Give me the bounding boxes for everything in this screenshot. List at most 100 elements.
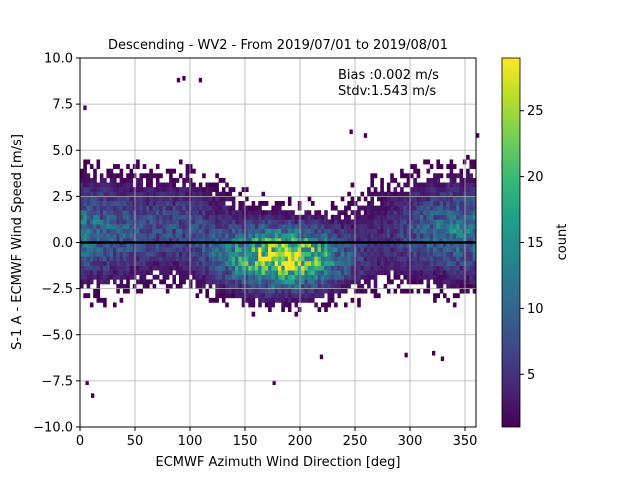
heatmap-cell xyxy=(215,247,219,253)
heatmap-cell xyxy=(327,256,332,262)
heatmap-cell xyxy=(116,256,120,262)
heatmap-cell xyxy=(406,224,411,229)
heatmap-cell xyxy=(452,224,457,229)
heatmap-cell xyxy=(251,214,256,220)
heatmap-cell xyxy=(452,242,457,248)
heatmap-cell xyxy=(182,191,186,197)
heatmap-cell xyxy=(162,219,167,225)
heatmap-cell xyxy=(274,214,279,220)
heatmap-cell xyxy=(410,233,414,239)
heatmap-cell xyxy=(274,293,279,299)
heatmap-cell xyxy=(225,293,229,299)
heatmap-cell xyxy=(472,205,477,211)
heatmap-cell xyxy=(149,242,153,248)
heatmap-cell xyxy=(456,224,460,229)
heatmap-cell xyxy=(231,210,236,216)
heatmap-cell xyxy=(317,260,322,266)
heatmap-cell xyxy=(228,187,233,193)
heatmap-cell xyxy=(106,200,110,206)
heatmap-cell xyxy=(426,182,431,188)
heatmap-cell xyxy=(393,214,398,220)
heatmap-cell xyxy=(380,196,384,202)
y-tick-label: −7.5 xyxy=(41,374,73,389)
heatmap-cell xyxy=(261,297,266,303)
heatmap-cell xyxy=(311,242,315,248)
heatmap-cell xyxy=(258,270,262,276)
heatmap-cell xyxy=(287,302,292,308)
heatmap-cell xyxy=(452,200,457,206)
heatmap-cell xyxy=(212,200,216,206)
heatmap-cell xyxy=(251,228,256,234)
heatmap-cell xyxy=(149,219,153,225)
heatmap-cell xyxy=(320,228,325,234)
heatmap-cell xyxy=(238,228,242,234)
heatmap-cell xyxy=(86,270,91,276)
heatmap-cell xyxy=(278,219,282,225)
heatmap-cell xyxy=(307,214,312,220)
heatmap-cell xyxy=(436,228,440,234)
heatmap-cell xyxy=(99,242,104,248)
heatmap-cell xyxy=(449,164,454,169)
heatmap-cell xyxy=(136,182,140,188)
heatmap-cell xyxy=(383,228,388,234)
heatmap-cell xyxy=(419,237,424,243)
heatmap-cell xyxy=(281,284,285,289)
heatmap-cell xyxy=(245,187,249,193)
heatmap-cell xyxy=(410,187,414,193)
heatmap-cell xyxy=(258,205,262,211)
heatmap-cell xyxy=(367,265,371,271)
heatmap-cell xyxy=(182,214,186,220)
heatmap-cell xyxy=(287,242,292,248)
heatmap-cell xyxy=(129,168,134,174)
heatmap-cell xyxy=(188,164,193,169)
heatmap-cell xyxy=(126,242,130,248)
heatmap-cell xyxy=(86,265,91,271)
heatmap-cell xyxy=(122,237,127,243)
heatmap-cell xyxy=(436,242,440,248)
heatmap-cell xyxy=(212,242,216,248)
heatmap-cell xyxy=(301,251,305,257)
heatmap-cell xyxy=(469,177,473,183)
heatmap-cell xyxy=(99,200,104,206)
heatmap-cell xyxy=(149,265,153,271)
heatmap-cell xyxy=(416,265,421,271)
heatmap-cell xyxy=(429,196,434,202)
heatmap-cell xyxy=(363,196,368,202)
heatmap-cell xyxy=(238,293,242,299)
heatmap-cell xyxy=(149,214,153,220)
heatmap-cell xyxy=(93,242,97,248)
heatmap-cell xyxy=(472,274,477,280)
heatmap-cell xyxy=(198,237,203,243)
heatmap-cell xyxy=(271,242,275,248)
heatmap-cell xyxy=(452,233,457,239)
heatmap-cell xyxy=(436,265,440,271)
heatmap-cell xyxy=(122,242,127,248)
heatmap-cell xyxy=(291,228,295,234)
heatmap-cell xyxy=(383,224,388,229)
heatmap-cell xyxy=(433,191,437,197)
heatmap-cell xyxy=(241,233,246,239)
heatmap-cell xyxy=(264,279,269,285)
heatmap-cell xyxy=(83,168,87,174)
heatmap-cell xyxy=(423,242,427,248)
heatmap-cell xyxy=(109,242,114,248)
heatmap-cell xyxy=(251,274,256,280)
heatmap-cell xyxy=(472,288,477,294)
heatmap-cell xyxy=(162,182,167,188)
heatmap-cell xyxy=(202,196,206,202)
heatmap-cell xyxy=(367,205,371,211)
heatmap-cell xyxy=(357,265,361,271)
heatmap-cell xyxy=(152,205,157,211)
heatmap-cell xyxy=(287,288,292,294)
heatmap-cell xyxy=(281,219,285,225)
heatmap-cell xyxy=(472,182,477,188)
heatmap-cell xyxy=(274,200,279,206)
heatmap-cell xyxy=(215,242,219,248)
heatmap-cell xyxy=(334,260,338,266)
heatmap-cell xyxy=(254,274,259,280)
heatmap-cell xyxy=(235,224,239,229)
heatmap-cell xyxy=(109,265,114,271)
heatmap-cell xyxy=(149,200,153,206)
heatmap-cell xyxy=(278,214,282,220)
heatmap-cell xyxy=(456,293,460,299)
